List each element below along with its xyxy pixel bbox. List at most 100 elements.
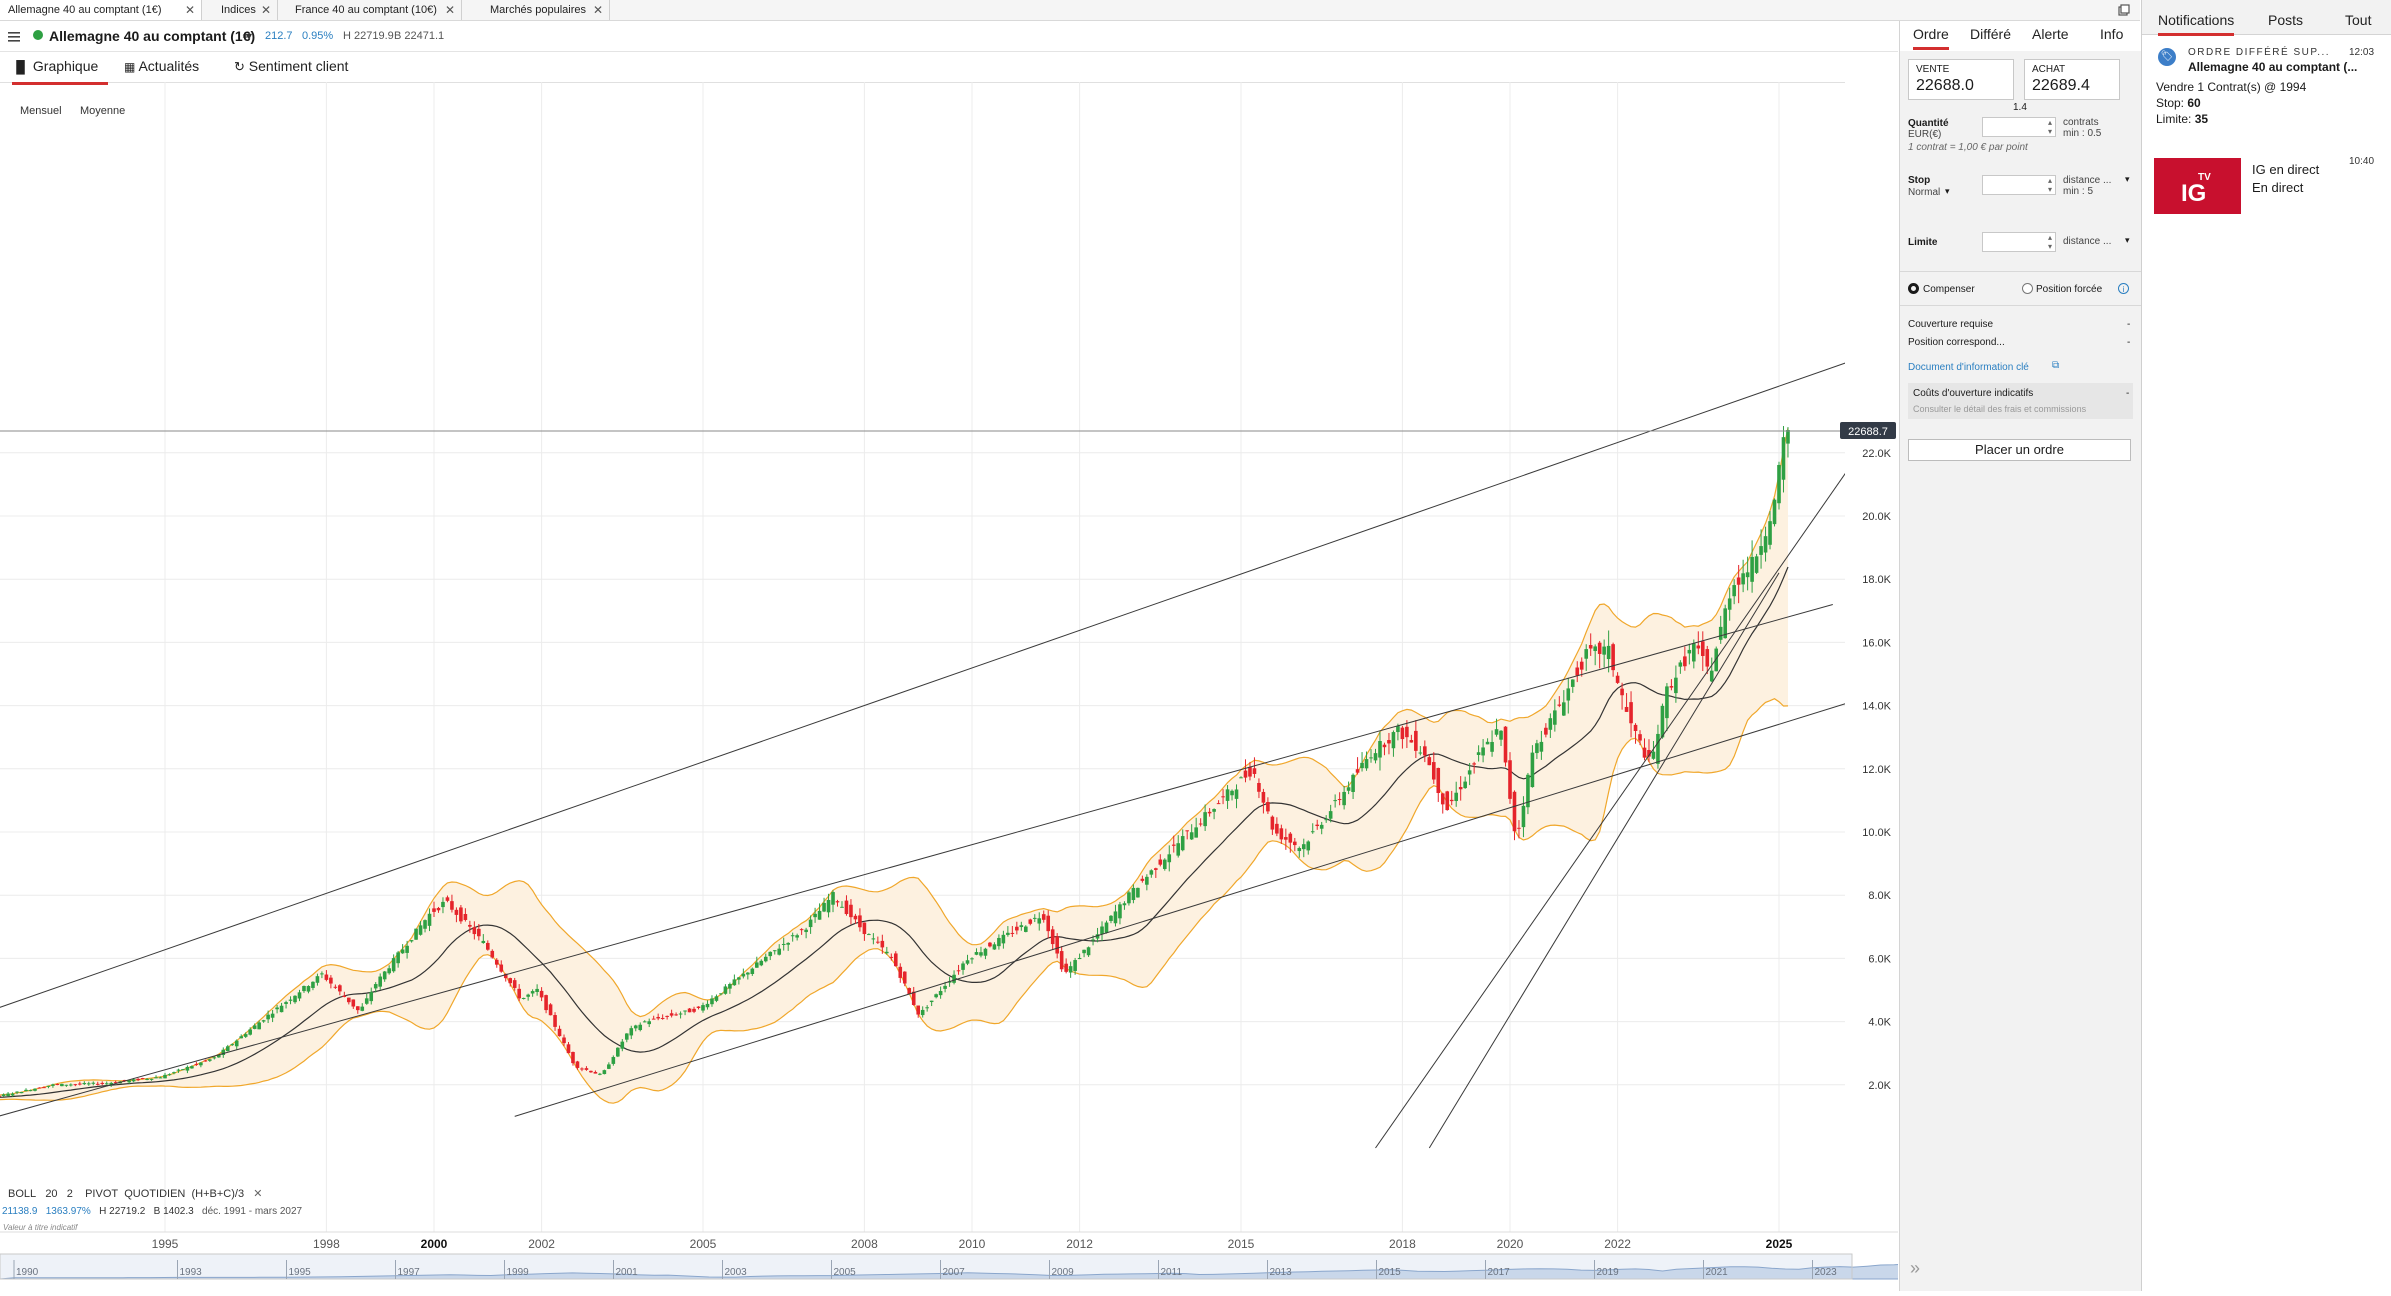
chart-type-selector[interactable]: Moyenne (80, 105, 126, 117)
candle-body (145, 1078, 149, 1080)
stepper-icon[interactable]: ▴ ▾ (2047, 118, 2052, 136)
close-icon[interactable]: ✕ (444, 3, 455, 17)
candle-body (1310, 831, 1315, 833)
instrument-name[interactable]: Allemagne 40 au comptant (1€) (49, 28, 256, 44)
candle-body (454, 909, 459, 915)
compensate-label: Compenser (1923, 284, 1975, 295)
close-icon[interactable]: ✕ (253, 1188, 263, 1200)
stop-distance[interactable]: distance ... (2063, 175, 2112, 186)
expand-panel-icon[interactable]: » (1910, 1258, 1921, 1278)
candle-body (669, 1013, 674, 1016)
tab-popular-markets[interactable]: Marchés populaires ✕ (482, 0, 610, 20)
limit-distance[interactable]: distance ... (2063, 236, 2112, 247)
candle-body (1301, 844, 1306, 850)
bollinger-lower (0, 698, 1789, 1104)
candle-body (1104, 922, 1109, 933)
candle-body (1440, 793, 1445, 805)
candle-body (1234, 789, 1239, 799)
info-icon[interactable]: i (2118, 283, 2129, 294)
tab-dax-spot[interactable]: Allemagne 40 au comptant (1€) ✕ (0, 0, 202, 20)
close-icon[interactable]: ✕ (184, 3, 195, 17)
tab-order[interactable]: Ordre (1913, 26, 1949, 50)
boll-label[interactable]: BOLL (8, 1188, 37, 1200)
pivot-label[interactable]: PIVOT (85, 1188, 119, 1200)
interval-selector[interactable]: Mensuel (20, 105, 62, 117)
tab-alert[interactable]: Alerte (2032, 26, 2069, 42)
navigator-tick-label: 2001 (616, 1267, 639, 1278)
candle-body (1364, 759, 1369, 769)
notification-line: Vendre 1 Contrat(s) @ 1994 (2156, 80, 2307, 94)
candle-body (633, 1025, 638, 1029)
candle-body (1490, 741, 1494, 752)
tab-pending[interactable]: Différé (1970, 26, 2011, 42)
chart-svg[interactable]: 2.0K 4.0K 6.0K 8.0K 10.0K 12.0K 14.0K 16.0K 18.0… (0, 82, 1934, 1291)
candle-body (1660, 705, 1665, 738)
notification-title: IG en direct (2252, 162, 2320, 177)
tab-cac-spot[interactable]: France 40 au comptant (10€) ✕ (287, 0, 462, 20)
costs-box[interactable]: Coûts d'ouverture indicatifs - Consulter… (1908, 383, 2133, 419)
candle-body (526, 994, 530, 997)
candle-body (710, 998, 714, 1005)
popout-icon[interactable] (2118, 3, 2130, 16)
navigator-tick-label: 1999 (507, 1267, 530, 1278)
limit-input[interactable]: ▴ ▾ (1982, 232, 2056, 252)
candle-body (1100, 926, 1104, 935)
candle-body (1346, 787, 1351, 791)
candle-body (817, 910, 822, 920)
candle-body (1109, 915, 1113, 921)
candle-body (221, 1049, 226, 1056)
buy-button[interactable]: ACHAT 22689.4 (2024, 59, 2120, 100)
candle-body (1633, 724, 1638, 731)
stop-input[interactable]: ▴ ▾ (1982, 175, 2056, 195)
stepper-icon[interactable]: ▴ ▾ (2047, 233, 2052, 251)
tab-indices[interactable]: Indices ✕ (213, 0, 278, 20)
compensate-radio[interactable] (1908, 283, 1919, 294)
candle-body (858, 915, 862, 928)
day-low: B 22471.1 (394, 30, 445, 42)
candle-body (342, 995, 347, 997)
quantity-input[interactable]: ▴ ▾ (1982, 117, 2056, 137)
candle-body (1176, 843, 1181, 856)
candle-body (1091, 939, 1095, 941)
candle-body (293, 995, 297, 1003)
tab-client-sentiment[interactable]: ↻ Sentiment client (234, 52, 348, 82)
candle-body (1763, 536, 1768, 553)
candle-body (355, 1006, 360, 1011)
candle-body (651, 1018, 656, 1020)
price-chart[interactable]: 2.0K 4.0K 6.0K 8.0K 10.0K 12.0K 14.0K 16.0K 18.0… (0, 82, 1934, 1291)
candle-body (867, 934, 871, 936)
place-order-button[interactable]: Placer un ordre (1908, 439, 2131, 461)
candle-body (1145, 876, 1149, 885)
chevron-down-icon[interactable]: ▾ (2125, 174, 2130, 184)
tab-news[interactable]: ▦ Actualités (124, 52, 199, 82)
candle-body (387, 968, 391, 974)
close-icon[interactable]: ✕ (260, 3, 271, 17)
candle-body (1194, 827, 1198, 838)
candle-body (0, 1095, 1, 1097)
candle-body (1396, 726, 1400, 733)
candle-body (275, 1007, 279, 1010)
chevron-down-icon[interactable]: ▾ (2125, 235, 2130, 245)
forced-position-radio[interactable] (2022, 283, 2033, 294)
tab-all[interactable]: Tout (2345, 12, 2372, 28)
chevron-down-icon[interactable]: ▾ (246, 29, 253, 43)
notification-item[interactable]: 🏷 ORDRE DIFFÉRÉ SUP... 12:03 Allemagne 4… (2142, 40, 2391, 140)
chevron-down-icon[interactable]: ▾ (1945, 186, 1950, 196)
hamburger-menu-icon[interactable] (8, 30, 20, 42)
candle-body (938, 990, 943, 996)
tab-notifications[interactable]: Notifications (2158, 12, 2235, 36)
candle-body (450, 901, 454, 910)
kid-link[interactable]: Document d'information clé (1908, 362, 2029, 373)
external-link-icon[interactable]: ⧉ (2052, 360, 2060, 371)
notification-item[interactable]: IG TV IG en direct En direct 10:40 (2142, 150, 2391, 220)
close-icon[interactable]: ✕ (592, 3, 603, 17)
y-tick-label: 14.0K (1862, 701, 1891, 713)
tab-posts[interactable]: Posts (2268, 12, 2304, 28)
candle-body (333, 986, 338, 988)
stop-type[interactable]: Normal (1908, 187, 1941, 198)
tab-info[interactable]: Info (2100, 26, 2124, 42)
tab-chart[interactable]: ▐▌ Graphique (12, 52, 108, 85)
candle-body (1351, 774, 1355, 792)
sell-button[interactable]: VENTE 22688.0 (1908, 59, 2014, 100)
stepper-icon[interactable]: ▴ ▾ (2047, 176, 2052, 194)
